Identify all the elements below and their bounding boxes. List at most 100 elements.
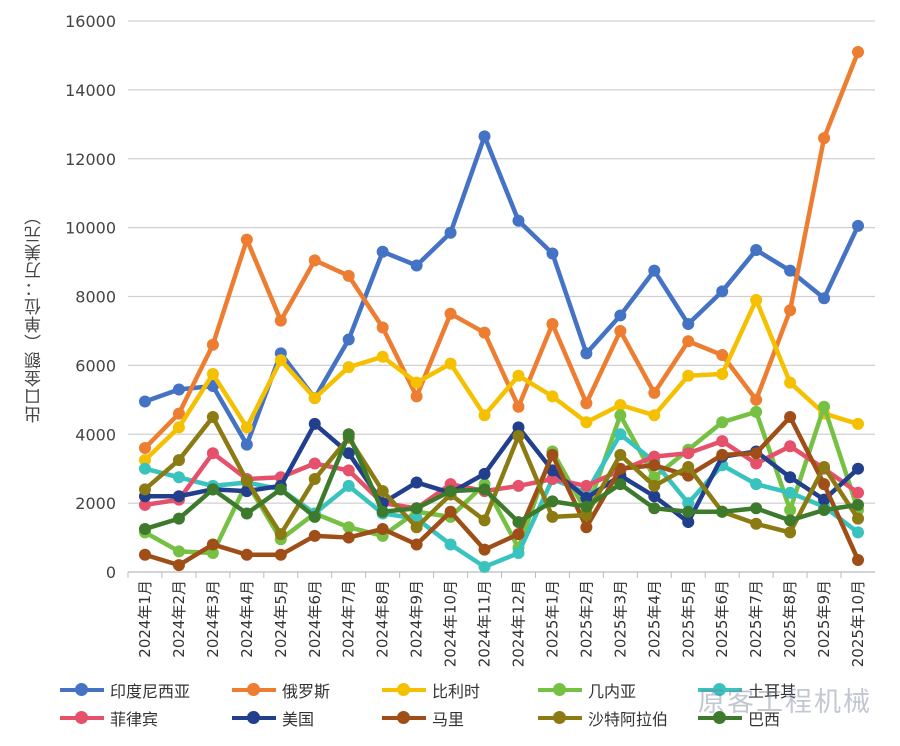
y-tick-label: 4000: [75, 425, 116, 444]
data-point: [444, 538, 457, 551]
data-point: [716, 416, 729, 429]
data-point: [444, 307, 457, 320]
series-9: [138, 428, 865, 535]
series-8: [138, 411, 865, 541]
series-line: [143, 414, 860, 537]
data-point: [682, 516, 695, 529]
legend-swatch: [382, 683, 426, 696]
legend-label: 几内亚: [588, 682, 637, 701]
legend-swatch: [232, 711, 276, 724]
data-point: [274, 483, 287, 496]
data-point: [512, 429, 525, 442]
series-line: [144, 432, 859, 532]
data-point: [274, 354, 287, 367]
legend-item: 巴西: [698, 706, 780, 730]
data-point: [852, 219, 865, 232]
data-point: [478, 543, 491, 556]
data-point: [682, 335, 695, 348]
data-point: [274, 548, 287, 561]
legend-label: 比利时: [432, 682, 481, 701]
data-point: [240, 233, 253, 246]
data-point: [444, 226, 457, 239]
x-tick-label: 2025年3月: [611, 580, 629, 658]
legend-item: 沙特阿拉伯: [538, 706, 668, 730]
data-point: [648, 459, 661, 472]
y-tick-label: 8000: [75, 288, 116, 307]
data-point: [172, 545, 185, 558]
legend-label: 沙特阿拉伯: [588, 710, 669, 729]
x-tick-label: 2024年2月: [170, 580, 188, 658]
data-point: [546, 247, 559, 260]
legend-swatch: [382, 711, 426, 724]
data-point: [172, 383, 185, 396]
legend-label: 巴西: [748, 710, 781, 729]
data-point: [750, 457, 763, 470]
x-tick-label: 2025年7月: [747, 580, 765, 658]
data-point: [648, 490, 661, 503]
data-point: [444, 505, 457, 518]
data-point: [172, 490, 185, 503]
legend-swatch: [60, 711, 104, 724]
data-point: [138, 395, 151, 408]
watermark-text: 原客工程机械: [698, 687, 872, 718]
x-tick-label: 2024年3月: [204, 580, 222, 658]
data-point: [784, 304, 797, 317]
y-tick-label: 14000: [65, 81, 116, 100]
data-point: [750, 517, 763, 530]
y-tick-label: 12000: [65, 150, 116, 169]
data-point: [478, 409, 491, 422]
data-point: [512, 421, 525, 434]
data-point: [308, 254, 321, 267]
data-point: [784, 264, 797, 277]
x-tick-label: 2024年8月: [374, 580, 392, 658]
data-point: [546, 473, 559, 486]
data-point: [308, 392, 321, 405]
legend-item: 几内亚: [538, 678, 636, 702]
x-tick-label: 2024年7月: [340, 580, 358, 658]
data-point: [138, 548, 151, 561]
data-point: [580, 500, 593, 513]
data-point: [512, 479, 525, 492]
data-point: [682, 505, 695, 518]
series-line: [144, 134, 861, 447]
data-point: [138, 522, 151, 535]
data-point: [818, 460, 831, 473]
x-tick-label: 2025年1月: [543, 580, 561, 658]
x-tick-label: 2024年4月: [238, 580, 256, 658]
x-tick-label: 2025年6月: [713, 580, 731, 658]
data-point: [818, 504, 831, 517]
data-point: [852, 417, 865, 430]
data-point: [206, 483, 219, 496]
data-point: [682, 318, 695, 331]
data-point: [648, 479, 661, 492]
legend-item: 土耳其: [698, 678, 796, 702]
data-point: [240, 507, 253, 520]
legend-swatch: [538, 683, 582, 696]
data-point: [512, 369, 525, 382]
data-point: [206, 338, 219, 351]
legend-item: 菲律宾: [60, 706, 158, 730]
data-point: [716, 349, 729, 362]
y-tick-label: 0: [106, 563, 116, 582]
x-tick-label: 2025年9月: [815, 580, 833, 658]
data-point: [308, 473, 321, 486]
data-point: [818, 478, 831, 491]
data-point: [852, 486, 865, 499]
data-point: [138, 442, 151, 455]
data-point: [376, 505, 389, 518]
data-point: [240, 548, 253, 561]
data-point: [716, 505, 729, 518]
data-point: [852, 526, 865, 539]
legend-swatch: [538, 711, 582, 724]
data-point: [342, 428, 355, 441]
data-point: [274, 528, 287, 541]
data-point: [784, 471, 797, 484]
data-point: [138, 454, 151, 467]
data-point: [342, 531, 355, 544]
data-point: [342, 479, 355, 492]
data-point: [512, 528, 525, 541]
data-point: [614, 309, 627, 322]
data-point: [240, 421, 253, 434]
data-point: [750, 405, 763, 418]
data-point: [172, 407, 185, 420]
